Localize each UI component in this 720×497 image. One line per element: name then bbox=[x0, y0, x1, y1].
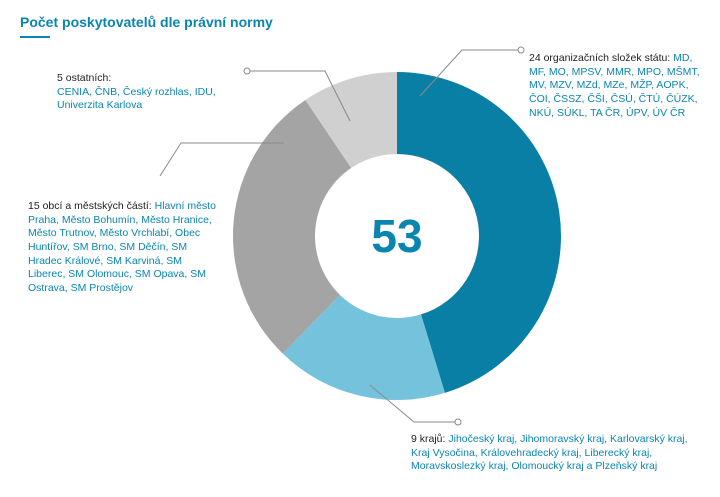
label-head: 9 krajů: bbox=[411, 433, 446, 445]
donut-slices bbox=[232, 72, 561, 400]
slice-state-units bbox=[397, 72, 561, 393]
label-items: Jihočeský kraj, Jihomoravský kraj, Karlo… bbox=[411, 433, 688, 473]
leader-lines bbox=[159, 46, 525, 426]
label-state-units: 24 organizačních složek státu: MD, MF, M… bbox=[529, 52, 709, 120]
label-head: 5 ostatních: bbox=[57, 72, 112, 84]
label-head: 15 obcí a městských částí: bbox=[28, 200, 152, 212]
slice-others bbox=[305, 72, 397, 168]
slice-municipalities bbox=[232, 99, 352, 354]
leader-regions-dot bbox=[454, 418, 462, 426]
leader-regions bbox=[369, 384, 456, 423]
label-others: 5 ostatních: CENIA, ČNB, Český rozhlas, … bbox=[57, 72, 232, 113]
leader-state-units-dot bbox=[517, 46, 525, 54]
leader-others bbox=[249, 70, 351, 122]
leader-state-units bbox=[419, 49, 519, 97]
center-total: 53 bbox=[371, 210, 422, 262]
title-underline bbox=[20, 36, 50, 38]
leader-municipalities bbox=[159, 142, 284, 177]
label-items: MD, MF, MO, MPSV, MMR, MPO, MŠMT, MV, MZ… bbox=[529, 52, 700, 119]
label-items: CENIA, ČNB, Český rozhlas, IDU, Univerzi… bbox=[57, 85, 216, 112]
slice-regions bbox=[282, 294, 445, 400]
label-regions: 9 krajů: Jihočeský kraj, Jihomoravský kr… bbox=[411, 433, 701, 474]
label-items: Hlavní město Praha, Město Bohumín, Město… bbox=[28, 200, 216, 294]
leader-others-dot bbox=[243, 67, 251, 75]
label-municipalities: 15 obcí a městských částí: Hlavní město … bbox=[28, 200, 218, 295]
label-head: 24 organizačních složek státu: bbox=[529, 52, 671, 64]
chart-title: Počet poskytovatelů dle právní normy bbox=[20, 14, 273, 30]
